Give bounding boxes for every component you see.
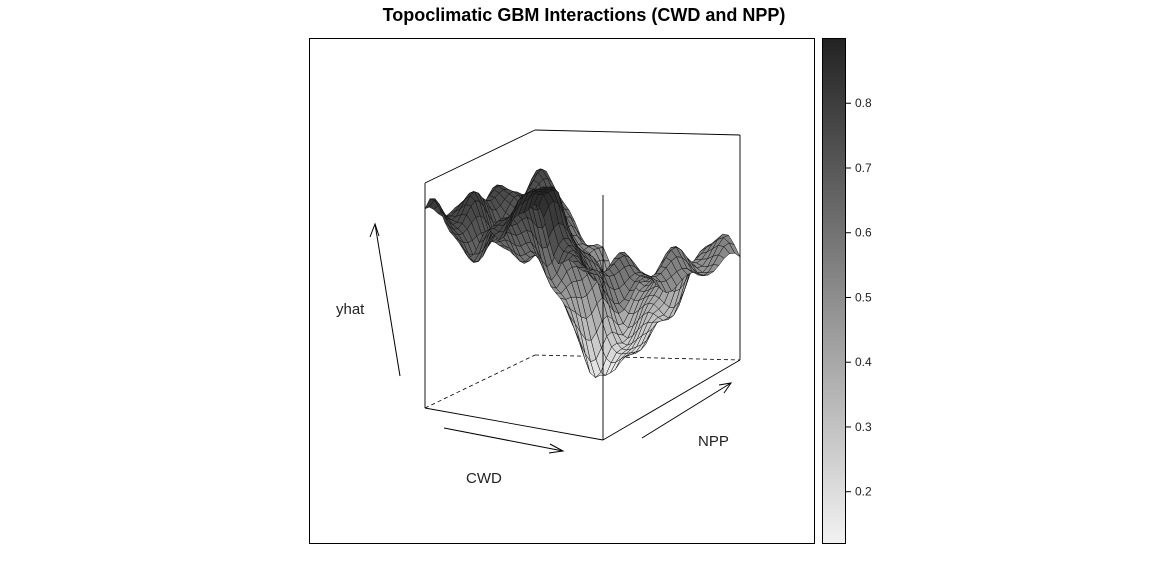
colorbar-ticks: 0.2 0.3 0.4 0.5 0.6 0.7 0.8 [845, 96, 872, 499]
colorbar-tick-label: 0.2 [855, 485, 872, 499]
box-edge-top [534, 129, 741, 136]
npp-axis-arrow [641, 382, 733, 439]
colorbar-tick-label: 0.6 [855, 226, 872, 240]
box-edge-top [424, 129, 536, 184]
yhat-axis-arrow [369, 222, 401, 377]
colorbar [822, 38, 846, 544]
cwd-axis-arrow [443, 427, 565, 454]
colorbar-tick-label: 0.8 [855, 96, 872, 110]
bounding-box [424, 129, 741, 441]
colorbar-tick-label: 0.3 [855, 420, 872, 434]
chart-title: Topoclimatic GBM Interactions (CWD and N… [382, 5, 786, 25]
box-edge-hidden-cwd [424, 354, 536, 409]
colorbar-tick-label: 0.4 [855, 355, 872, 369]
colorbar-tick-label: 0.7 [855, 161, 872, 175]
x-axis-label: CWD [466, 470, 502, 487]
box-edge-bottom [602, 359, 741, 441]
y-axis-label: NPP [698, 433, 729, 450]
z-axis-label: yhat [336, 301, 365, 318]
plot-frame [309, 38, 815, 544]
surface-mesh [424, 168, 741, 379]
colorbar-tick-label: 0.5 [855, 290, 872, 304]
box-edge-hidden-npp [534, 354, 741, 361]
box-edge-bottom [424, 407, 604, 441]
